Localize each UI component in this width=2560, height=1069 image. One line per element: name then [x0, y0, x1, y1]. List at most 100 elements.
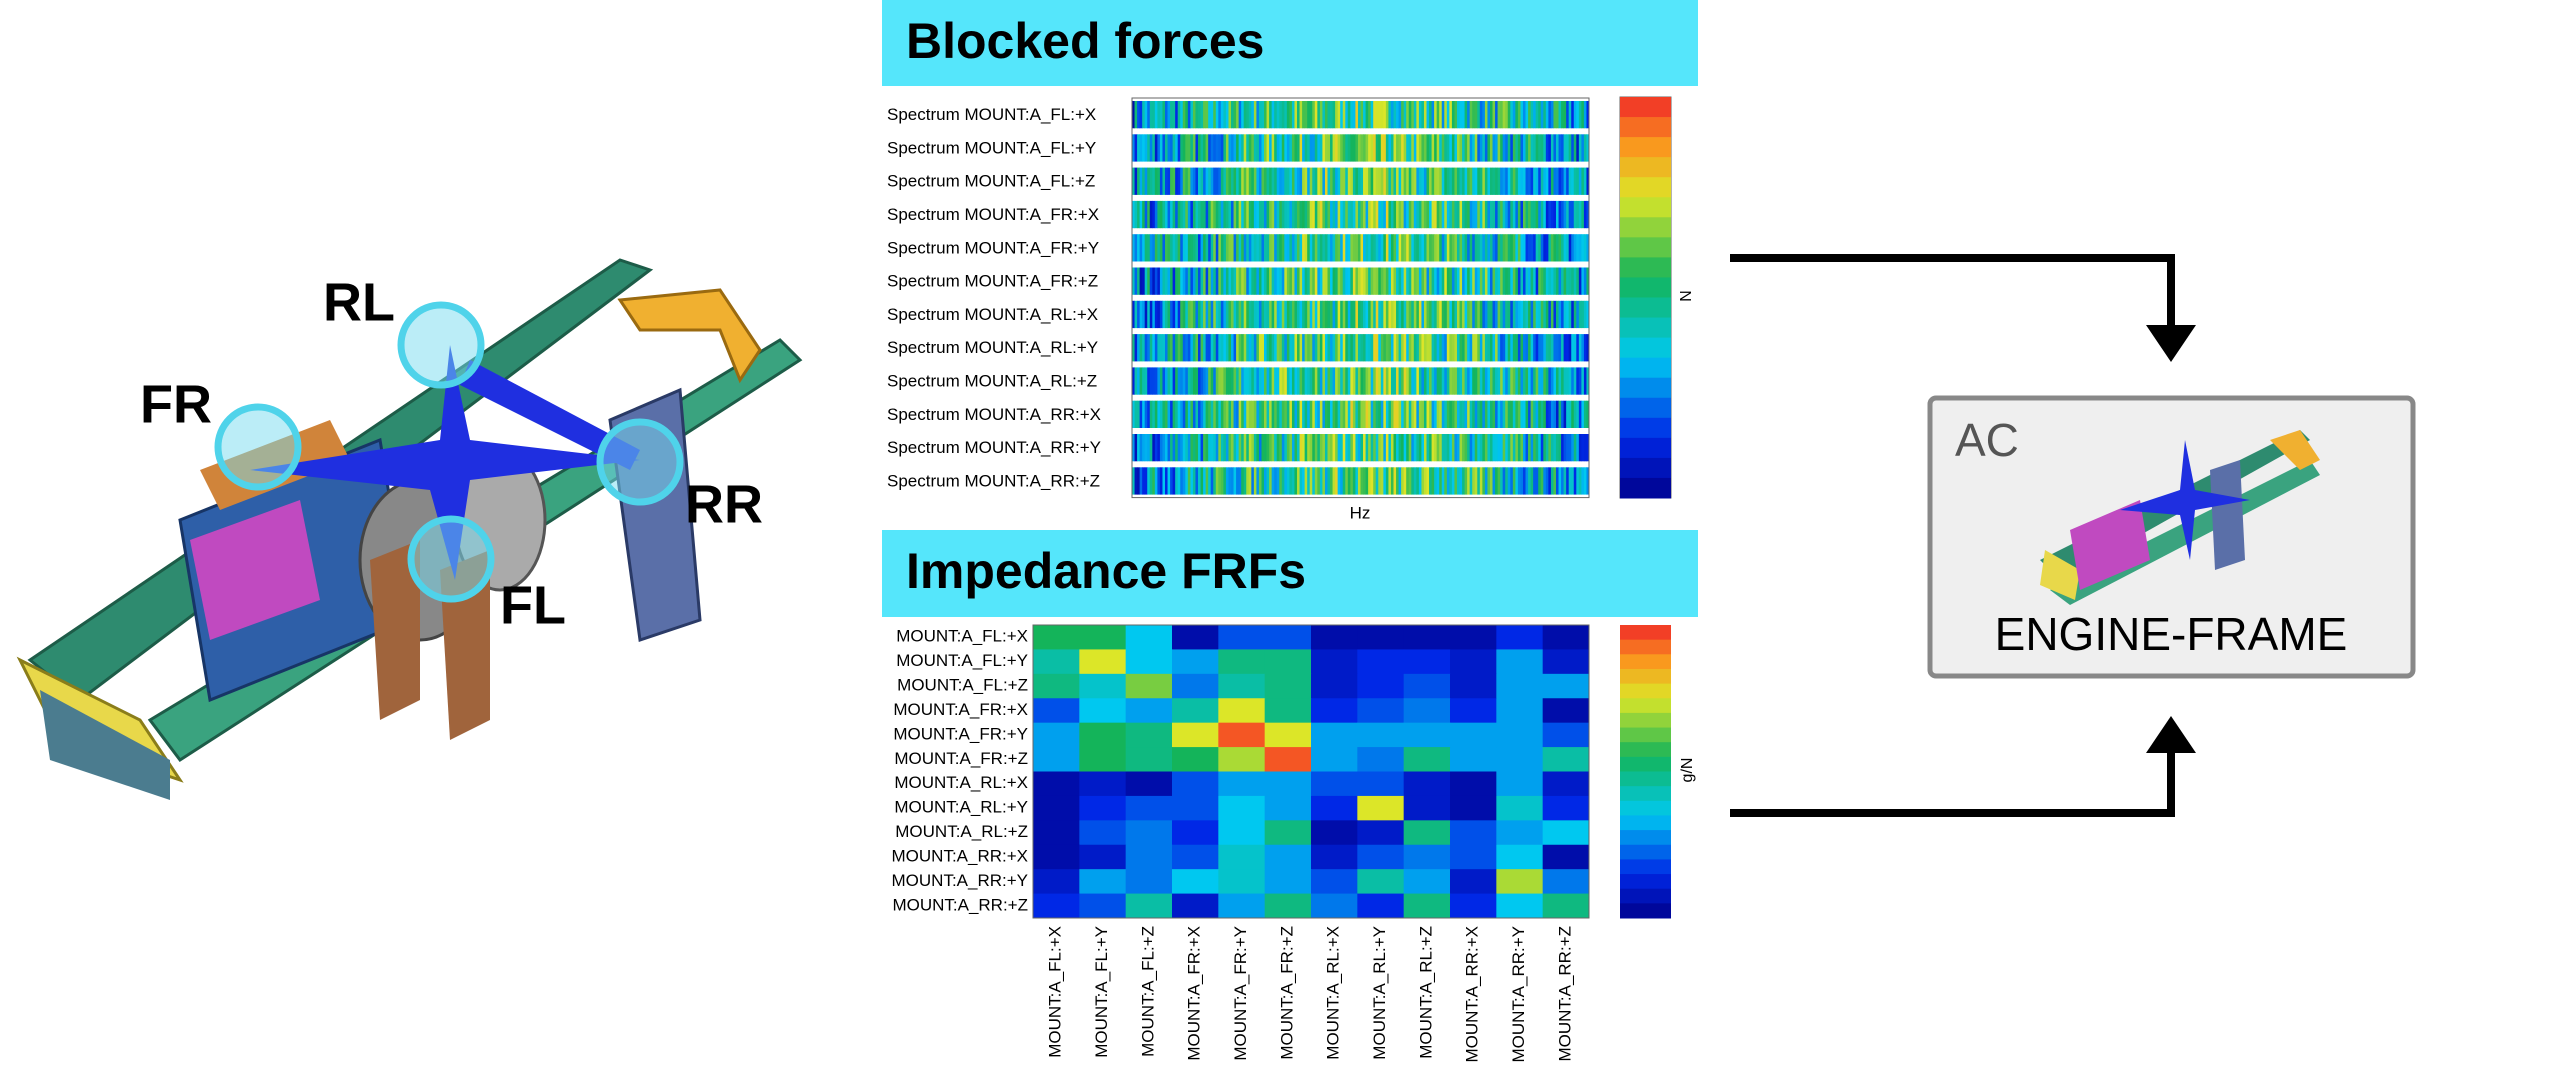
- heatmap-cell: [1403, 844, 1451, 870]
- heatmap-cell: [1496, 673, 1544, 699]
- spectrum-strip: [1439, 234, 1443, 262]
- spectrum-strip: [1281, 367, 1285, 395]
- spectrum-strip: [1139, 400, 1143, 428]
- spectrum-strip: [1581, 300, 1585, 329]
- spectrum-strip: [1172, 234, 1176, 262]
- spectrum-strip: [1497, 200, 1501, 229]
- spectrum-strip: [1566, 467, 1570, 495]
- spectrum-strip: [1583, 467, 1587, 495]
- colorbar-step: [1620, 786, 1671, 802]
- spectrum-strip: [1530, 267, 1534, 295]
- heatmap-cell: [1403, 893, 1451, 919]
- heatmap-cell: [1450, 820, 1497, 846]
- spectrum-strip: [1444, 367, 1448, 395]
- spectrum-strip: [1180, 334, 1184, 362]
- heatmap-cell: [1311, 893, 1358, 919]
- mount-label: FL: [500, 575, 566, 635]
- spectrum-strip: [1482, 400, 1486, 428]
- spectrum-strip: [1144, 434, 1148, 462]
- spectrum-strip: [1152, 400, 1156, 428]
- spectrum-strip: [1342, 267, 1346, 295]
- spectrum-strip: [1586, 367, 1590, 395]
- spectrum-strip: [1553, 101, 1557, 129]
- spectrum-strip: [1309, 234, 1313, 262]
- heatmap-cell: [1125, 649, 1173, 675]
- spectrum-strip: [1228, 300, 1232, 329]
- colorbar-step: [1620, 654, 1671, 670]
- spectrum-strip: [1312, 334, 1316, 362]
- spectrum-strip: [1144, 267, 1148, 295]
- spectrum-strip: [1495, 367, 1498, 395]
- spectrum-strip: [1522, 101, 1526, 129]
- spectrum-strip: [1220, 334, 1224, 362]
- spectrum-strip: [1187, 434, 1191, 462]
- spectrum-strip: [1479, 400, 1483, 428]
- spectrum-strip: [1284, 467, 1288, 495]
- spectrum-strip: [1225, 101, 1229, 129]
- spectrum-strip: [1398, 400, 1402, 428]
- spectrum-strip: [1187, 334, 1191, 362]
- spectrum-strip: [1147, 467, 1151, 495]
- arrow-head: [2146, 325, 2196, 362]
- spectrum-strip: [1540, 200, 1544, 229]
- spectrum-strip: [1436, 334, 1440, 362]
- spectrum-strip: [1500, 334, 1504, 362]
- spectrum-strip: [1522, 134, 1526, 162]
- row-label: MOUNT:A_FR:+Z: [894, 749, 1028, 768]
- spectrum-strip: [1507, 101, 1511, 129]
- result-label: ENGINE-FRAME: [1995, 608, 2348, 660]
- heatmap-cell: [1542, 869, 1590, 895]
- spectrum-strip: [1177, 334, 1181, 362]
- spectrum-strip: [1261, 367, 1265, 395]
- heatmap-cell: [1264, 820, 1312, 846]
- spectrum-strip: [1241, 200, 1245, 229]
- spectrum-strip: [1456, 434, 1460, 462]
- spectrum-strip: [1218, 134, 1222, 162]
- spectrum-strip: [1327, 200, 1331, 229]
- spectrum-strip: [1157, 267, 1161, 295]
- spectrum-strip: [1149, 101, 1153, 129]
- spectrum-strip: [1302, 367, 1306, 395]
- spectrum-strip: [1487, 200, 1491, 229]
- heatmap-cell: [1357, 625, 1405, 650]
- spectrum-strip: [1241, 101, 1245, 129]
- spectrum-strip: [1517, 367, 1521, 395]
- spectrum-strip: [1357, 367, 1361, 395]
- spectrum-strip: [1370, 467, 1374, 495]
- spectrum-strip: [1149, 434, 1153, 462]
- spectrum-strip: [1180, 434, 1184, 462]
- spectrum-strip: [1401, 334, 1405, 362]
- spectrum-strip: [1464, 134, 1468, 162]
- spectrum-strip: [1515, 467, 1519, 495]
- spectrum-strip: [1578, 101, 1582, 129]
- spectrum-strip: [1152, 467, 1156, 495]
- spectrum-strip: [1467, 467, 1471, 495]
- spectrum-strip: [1342, 434, 1346, 462]
- heatmap-cell: [1542, 722, 1590, 748]
- spectrum-strip: [1573, 334, 1577, 362]
- spectrum-strip: [1185, 134, 1189, 162]
- spectrum-strip: [1525, 300, 1529, 329]
- spectrum-strip: [1317, 434, 1321, 462]
- spectrum-strip: [1512, 134, 1516, 162]
- spectrum-strip: [1446, 300, 1450, 329]
- spectrum-strip: [1522, 234, 1526, 262]
- spectrum-strip: [1423, 101, 1427, 129]
- spectrum-strip: [1299, 434, 1303, 462]
- heatmap-cell: [1311, 649, 1358, 675]
- spectrum-strip: [1398, 101, 1402, 129]
- spectrum-strip: [1510, 134, 1514, 162]
- spectrum-strip: [1182, 267, 1186, 295]
- spectrum-strip: [1139, 200, 1143, 229]
- spectrum-strip: [1233, 434, 1237, 462]
- spectrum-strip: [1479, 434, 1483, 462]
- spectrum-strip: [1418, 234, 1422, 262]
- spectrum-strip: [1324, 234, 1328, 262]
- heatmap-cell: [1218, 844, 1266, 870]
- spectrum-strip: [1408, 167, 1412, 195]
- spectrum-strip: [1444, 467, 1448, 495]
- spectrum-strip: [1350, 200, 1354, 229]
- spectrum-strip: [1289, 367, 1293, 395]
- spectrum-strip: [1429, 334, 1432, 362]
- spectrum-strip: [1487, 367, 1491, 395]
